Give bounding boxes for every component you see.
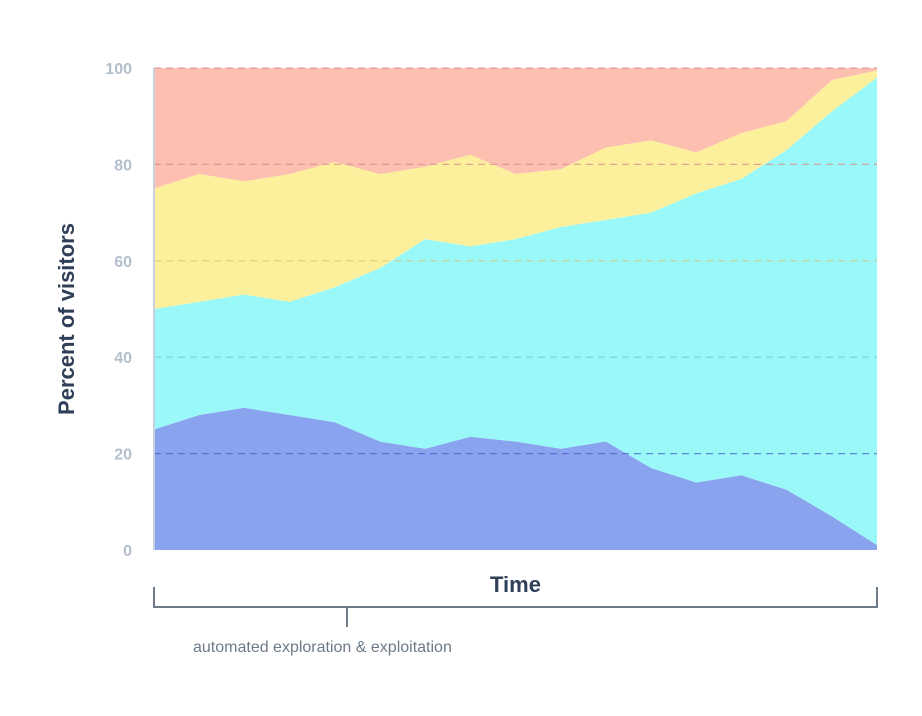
area-layers	[154, 68, 877, 550]
time-bracket	[153, 587, 878, 627]
area-variation-1	[154, 407, 877, 550]
y-tick-labels: 0 20 40 60 80 100	[105, 61, 132, 560]
y-tick-60: 60	[114, 254, 132, 271]
area-variation-3	[154, 70, 877, 309]
bracket-line	[153, 587, 878, 608]
y-tick-100: 100	[105, 61, 132, 78]
area-variation-4	[154, 68, 877, 189]
y-tick-20: 20	[114, 447, 132, 464]
y-tick-40: 40	[114, 350, 132, 367]
x-axis-title: Time	[490, 572, 541, 597]
y-tick-80: 80	[114, 157, 132, 174]
gridlines	[154, 67, 877, 455]
y-tick-0: 0	[123, 543, 132, 560]
annotation-label: automated exploration & exploitation	[193, 639, 452, 656]
area-variation-2	[154, 77, 877, 546]
y-axis-title: Percent of visitors	[54, 223, 79, 415]
